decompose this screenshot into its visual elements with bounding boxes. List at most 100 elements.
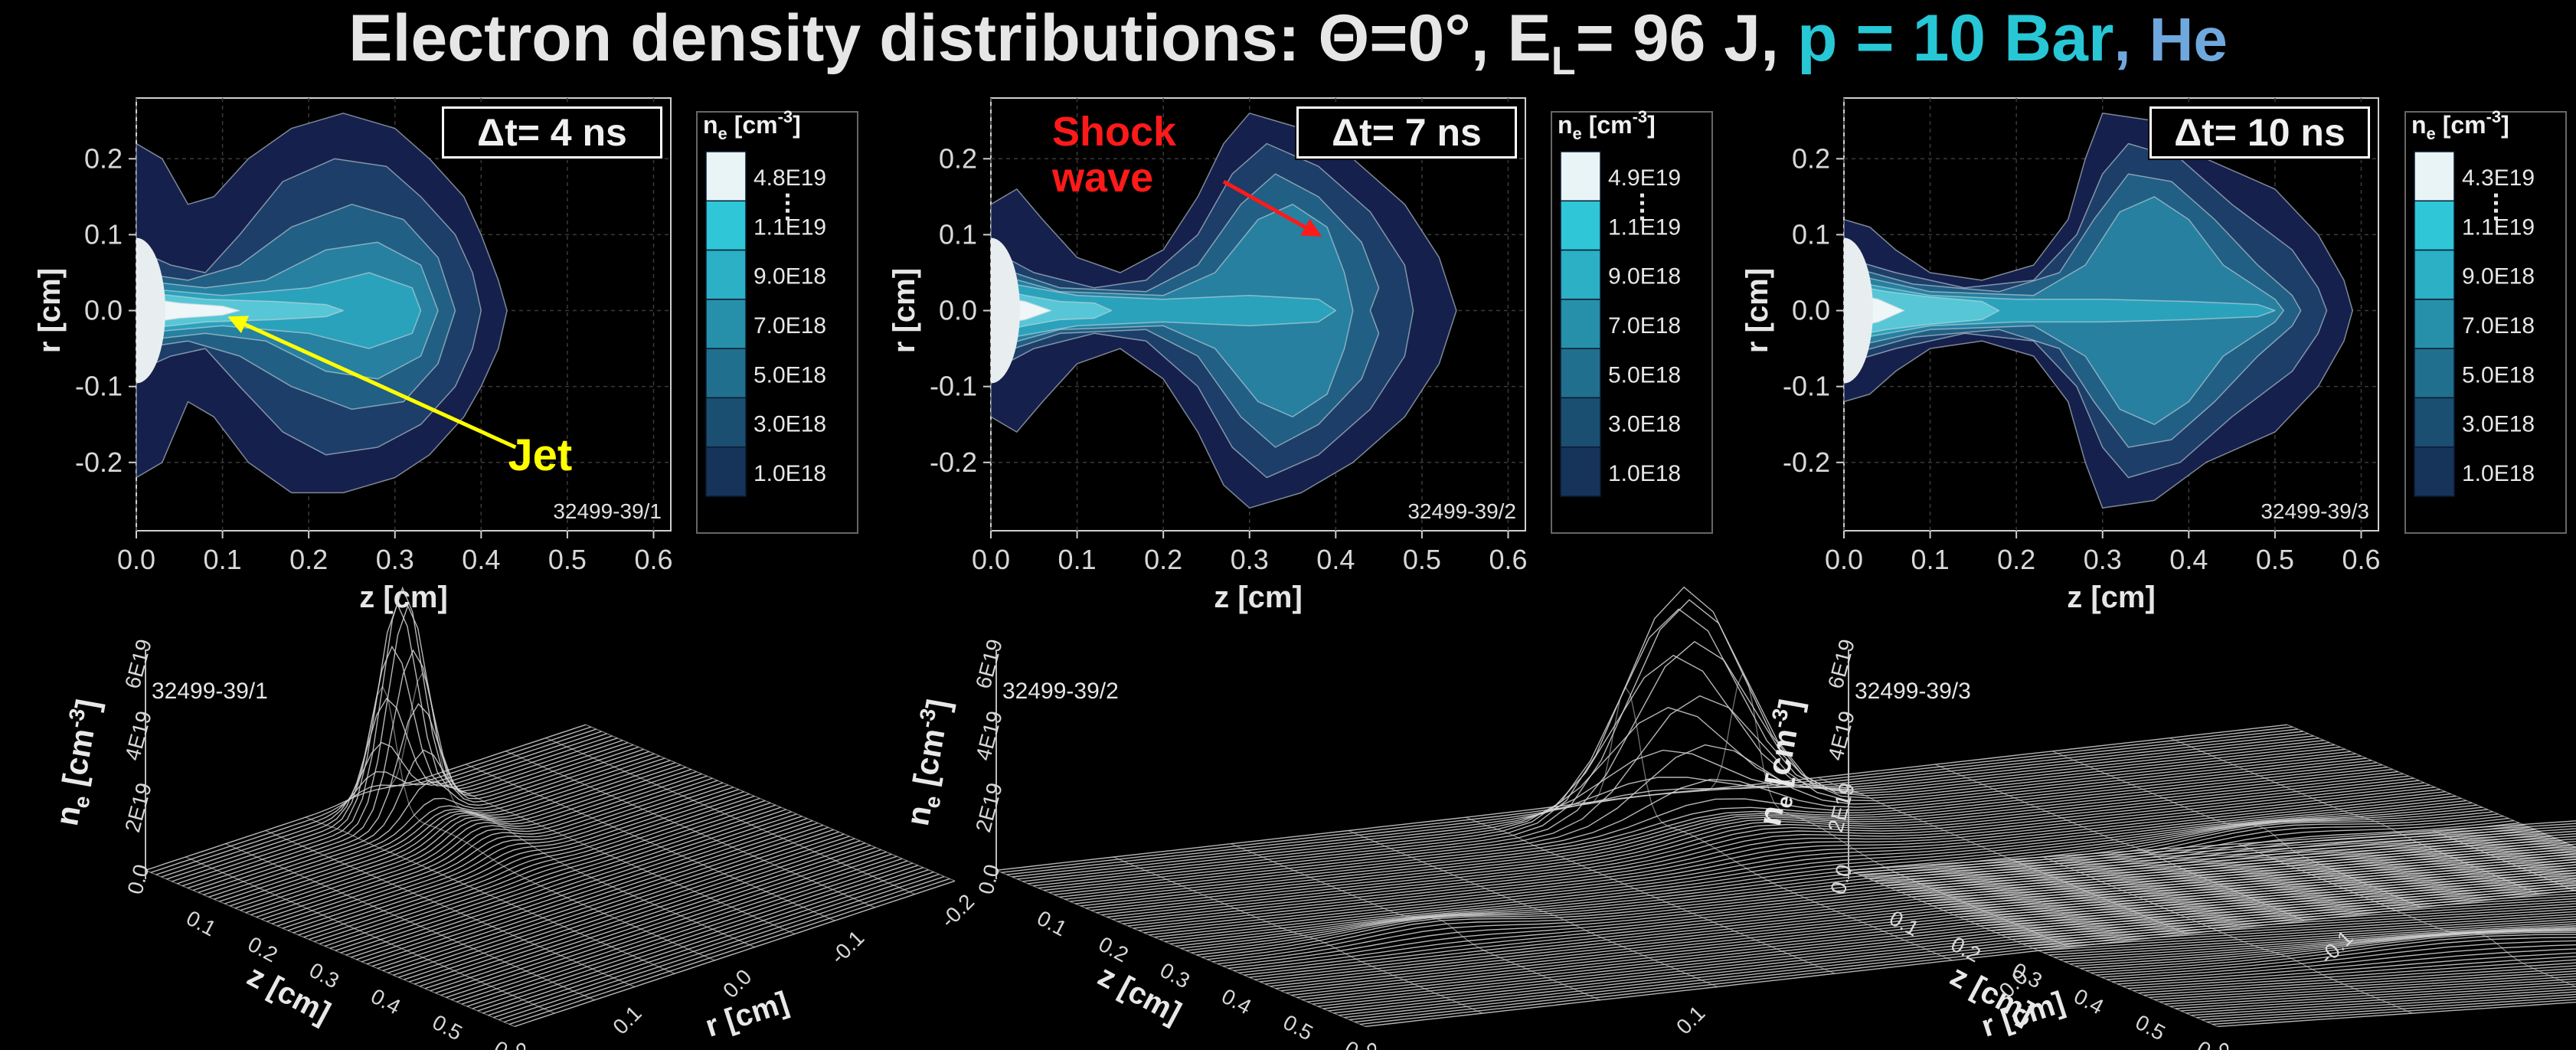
colorbar-frame: [2404, 111, 2567, 534]
colorbar-swatch: [1560, 299, 1601, 349]
mesh-line-z: [404, 833, 845, 980]
mesh-line-z: [1891, 841, 2576, 889]
mesh-line-z: [1017, 733, 2309, 880]
mesh-line-z: [335, 804, 776, 951]
mesh-line-z: [1233, 824, 2525, 972]
colorbar-swatch: [1560, 151, 1601, 202]
colorbar-ellipsis-dot: [1640, 193, 1644, 198]
x-axis-label: z [cm]: [359, 581, 448, 614]
contour-panel-1: 0.0 0.1 0.2 0.3 0.4 0.5 0.6 0.2 0.1 0.0 -0.1 -0.2 z …: [33, 97, 858, 614]
density-label-unit: [cm: [54, 726, 100, 797]
x-tick-label: 0.3: [1231, 544, 1269, 575]
radial-tick-label: 0.1: [1672, 1001, 1709, 1039]
mesh-line-z: [398, 831, 839, 978]
mesh-line-z: [435, 846, 876, 994]
mesh-line-z: [2117, 948, 2576, 985]
mesh-line-z: [508, 878, 950, 1025]
density-axis-label: ne [cm-3]: [46, 696, 111, 829]
time-label-inner: [444, 109, 660, 156]
colorbar-level-label: 9.0E18: [754, 264, 826, 289]
colorbar-ellipsis-dot: [1640, 208, 1644, 213]
mesh-line-z: [1022, 707, 2314, 882]
mesh-line-z: [1943, 866, 2576, 911]
colorbar-title-exp: -3: [2486, 107, 2502, 126]
mesh-line-z: [514, 880, 956, 1027]
mesh-line-z: [303, 791, 744, 938]
colorbar-title-close: ]: [2501, 111, 2509, 139]
mesh-line-z: [1012, 731, 2303, 878]
mesh-line-z: [298, 789, 739, 936]
mesh-line-z: [377, 822, 819, 970]
shot-id: 32499-39/3: [2261, 499, 2369, 523]
jet-annotation: Jet: [508, 430, 572, 480]
mesh-line-z: [1933, 862, 2576, 907]
colorbar-swatch: [705, 397, 747, 448]
density-label-exp: -3: [914, 707, 940, 730]
mesh-line-z: [1964, 877, 2576, 921]
colorbar-level-label: 3.0E18: [1608, 412, 1681, 437]
axial-tick-label: 0.1: [182, 906, 220, 941]
mesh-line-z: [1985, 887, 2576, 929]
mesh-line-z: [309, 793, 750, 940]
title-prefix: Electron density distributions: Θ=0°, E: [348, 2, 1551, 75]
mesh-line-z: [1927, 859, 2576, 904]
mesh-line-z: [2101, 937, 2576, 978]
colorbar-title-exp: -3: [778, 107, 793, 126]
colorbar-swatch: [705, 249, 747, 300]
y-tick-label: 0.0: [1792, 295, 1830, 326]
contour-panel-3: 0.0 0.1 0.2 0.3 0.4 0.5 0.6 0.2 0.1 0.0 -0.1 -0.2 z …: [1741, 97, 2567, 614]
mesh-line-z: [1196, 809, 2488, 956]
y-tick-label: 0.2: [1792, 142, 1830, 174]
mesh-line-z: [2043, 916, 2576, 954]
mesh-line-r: [1848, 869, 2218, 1027]
mesh-line-z: [466, 860, 908, 1007]
colorbar-ellipsis-dot: [786, 216, 789, 221]
mesh-line-z: [2185, 986, 2576, 1014]
colorbar-title-sub: e: [1573, 124, 1582, 143]
colorbar-level-label: 5.0E18: [2462, 362, 2535, 388]
mesh-line-z: [1212, 816, 2504, 963]
surface-shot-id: 32499-39/1: [152, 679, 268, 704]
axial-tick-label: 0.5: [429, 1010, 466, 1045]
colorbar-title-n: n: [1558, 111, 1573, 139]
colorbar-title: ne [cm-3]: [1558, 107, 1656, 143]
mesh-line-z: [181, 586, 623, 887]
mesh-line-z: [1038, 586, 2330, 889]
mesh-line-z: [2006, 898, 2576, 938]
colorbar-level-label: 9.0E18: [1608, 264, 1681, 289]
colorbar-level-label: 7.0E18: [2462, 313, 2535, 339]
colorbar-ellipsis-dot: [2494, 216, 2498, 221]
mesh-line-z: [2001, 895, 2576, 936]
mesh-line-z: [2059, 923, 2576, 960]
contour-level-5: [991, 280, 1337, 342]
mesh-line-z: [2123, 952, 2576, 987]
density-tick-label: 4E19: [120, 708, 156, 763]
mesh-line-z: [2032, 911, 2576, 949]
mesh-line-z: [430, 845, 871, 992]
colorbar-title-sub: e: [718, 124, 727, 143]
y-axis-label: r [cm]: [1741, 268, 1774, 353]
mesh-line-z: [1075, 757, 2367, 904]
mesh-line-r: [345, 685, 715, 961]
x-tick-label: 0.6: [634, 544, 672, 575]
mesh-line-z: [224, 757, 665, 904]
mesh-line-z: [1223, 819, 2515, 967]
mesh-line-z: [382, 824, 824, 972]
mesh-line-z: [2138, 962, 2576, 994]
x-tick-label: 0.5: [1403, 544, 1441, 575]
density-tick-label: 0.0: [123, 862, 153, 897]
x-tick-label: 0.1: [1911, 544, 1950, 575]
colorbar-level-label: 1.1E19: [1608, 214, 1681, 240]
colorbar: ne [cm-3] 4.9E19 1.1E19 9.0E18 7.0E18 5.0E18 3…: [1551, 107, 1713, 534]
mesh-line-z: [1123, 777, 2414, 924]
contour-levels: [136, 113, 508, 494]
mesh-line-z: [1980, 885, 2576, 927]
density-label-sub: e: [69, 794, 94, 810]
mesh-line-z: [409, 836, 850, 983]
mesh-line-z: [461, 858, 903, 1005]
mesh-line-r: [2043, 856, 2413, 1014]
y-tick-label: 0.1: [84, 218, 123, 250]
mesh-line-z: [1207, 813, 2499, 960]
density-tick-label: 0.0: [973, 862, 1004, 897]
